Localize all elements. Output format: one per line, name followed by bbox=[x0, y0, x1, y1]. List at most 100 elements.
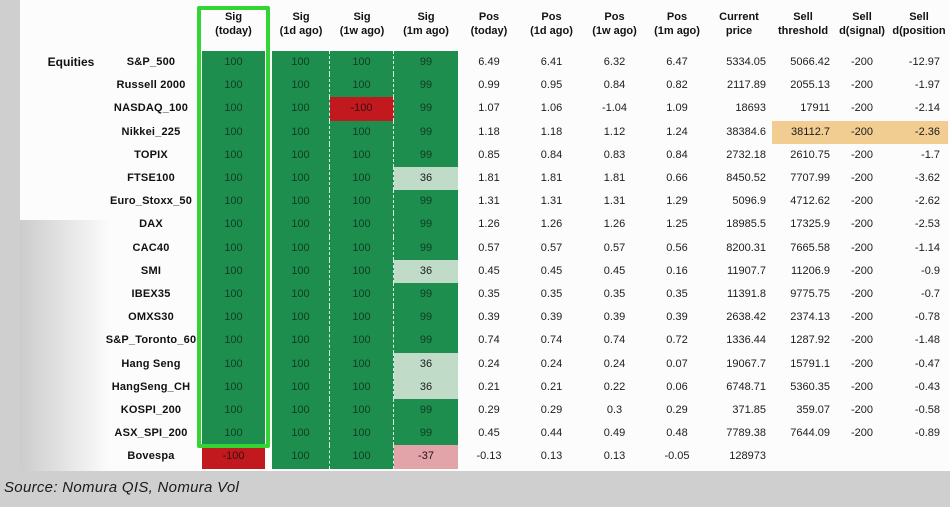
sell-threshold-cell: 2610.75 bbox=[790, 148, 830, 161]
signal-cell: 100 bbox=[272, 74, 330, 98]
signal-cell: 100 bbox=[202, 259, 265, 283]
sell-threshold-cell: 17325.9 bbox=[790, 218, 830, 231]
table-row: NASDAQ_100 100 100 -100 99 1.07 1.06 -1.04 1.09 1… bbox=[0, 97, 950, 121]
sell-d-position-cell: -2.53 bbox=[914, 218, 940, 231]
signal-cell: 100 bbox=[272, 283, 330, 307]
position-cell: 0.57 bbox=[540, 241, 563, 254]
position-cell: 0.22 bbox=[603, 380, 626, 393]
sell-threshold-cell: 17911 bbox=[800, 102, 830, 115]
position-cell: 0.35 bbox=[603, 288, 626, 300]
position-cell: 0.49 bbox=[603, 427, 626, 440]
signal-cell: 100 bbox=[202, 422, 265, 446]
asset-class-label: Equities bbox=[47, 55, 95, 69]
position-cell: 0.35 bbox=[478, 288, 500, 300]
column-header-line1: Pos bbox=[478, 11, 500, 23]
sell-d-signal-cell: -200 bbox=[834, 120, 890, 144]
sell-threshold-cell: 38112.7 bbox=[772, 120, 834, 144]
sell-threshold-cell: 2374.13 bbox=[790, 311, 830, 324]
current-price-cell: 5334.05 bbox=[726, 56, 766, 68]
column-header-line2: d(position bbox=[892, 25, 946, 37]
signal-cell: 99 bbox=[394, 422, 458, 446]
sell-d-position-cell: -0.43 bbox=[914, 380, 940, 393]
current-price-cell: 7789.38 bbox=[726, 427, 766, 440]
signal-cell: 100 bbox=[330, 167, 394, 191]
signal-cell: 100 bbox=[202, 51, 265, 75]
signal-cell: 100 bbox=[272, 306, 330, 330]
current-price-cell: 1336.44 bbox=[726, 334, 766, 347]
column-header-line1: Current bbox=[719, 11, 759, 23]
current-price-cell: 5096.9 bbox=[732, 195, 766, 208]
table-panel bbox=[20, 0, 950, 471]
signal-cell: 100 bbox=[330, 375, 394, 399]
sell-threshold-cell: 4712.62 bbox=[790, 195, 830, 208]
signal-cell: 100 bbox=[272, 97, 330, 121]
sell-d-position-cell: -0.58 bbox=[914, 404, 940, 416]
sell-d-signal-cell: -200 bbox=[850, 264, 874, 277]
table-row: FTSE100 100 100 100 36 1.81 1.81 1.81 0.66 8450.5… bbox=[0, 167, 950, 191]
column-header-sig-1d-ago: Sig (1d ago) bbox=[272, 10, 330, 42]
current-price-cell: 11391.8 bbox=[727, 288, 766, 300]
source-note: Source: Nomura QIS, Nomura Vol bbox=[4, 479, 240, 496]
sell-threshold-cell: 1287.92 bbox=[790, 334, 830, 347]
position-cell: 1.26 bbox=[603, 218, 626, 231]
sell-d-position-cell: -12.97 bbox=[908, 56, 940, 68]
position-cell: 0.83 bbox=[603, 148, 626, 161]
sell-d-position-cell: -2.36 bbox=[890, 120, 948, 144]
position-cell: 1.18 bbox=[478, 125, 500, 138]
position-cell: 0.57 bbox=[478, 241, 500, 254]
signal-cell: 100 bbox=[330, 399, 394, 423]
column-header-line1: Sig bbox=[353, 11, 371, 23]
signal-cell: 100 bbox=[272, 352, 330, 376]
sell-d-position-cell: -1.14 bbox=[914, 241, 940, 254]
table-row: OMXS30 100 100 100 99 0.39 0.39 0.39 0.39 2638.42… bbox=[0, 306, 950, 330]
sell-d-signal-cell: -200 bbox=[850, 56, 874, 68]
column-header-line2: (1d ago) bbox=[530, 25, 573, 37]
current-price-cell: 2117.89 bbox=[727, 79, 766, 92]
index-label: S&P_Toronto_60 bbox=[105, 334, 197, 347]
position-cell: 0.84 bbox=[666, 148, 688, 161]
column-header-sell-d-position: Sell d(position bbox=[890, 10, 948, 42]
signal-cell: 100 bbox=[202, 74, 265, 98]
column-header-sig-1w-ago: Sig (1w ago) bbox=[330, 10, 394, 42]
index-label: OMXS30 bbox=[128, 311, 174, 324]
position-cell: 0.39 bbox=[540, 311, 563, 324]
position-cell: 0.39 bbox=[478, 311, 500, 324]
position-cell: 0.84 bbox=[540, 148, 563, 161]
signal-cell: 99 bbox=[394, 97, 458, 121]
position-cell: 1.29 bbox=[666, 195, 688, 208]
signal-cell: 100 bbox=[330, 283, 394, 307]
position-cell: 0.24 bbox=[540, 357, 563, 370]
table-row: Equities S&P_500 100 100 100 99 6.49 6.41 6.32 6.… bbox=[0, 51, 950, 75]
position-cell: 1.81 bbox=[540, 172, 563, 184]
position-cell: 0.84 bbox=[603, 79, 626, 92]
sell-d-signal-cell bbox=[834, 445, 890, 468]
sell-d-signal-cell: -200 bbox=[850, 172, 874, 184]
signal-cell: 100 bbox=[330, 329, 394, 353]
position-cell: 0.39 bbox=[603, 311, 626, 324]
position-cell: 6.32 bbox=[603, 56, 626, 68]
signal-cell: 100 bbox=[330, 236, 394, 260]
sell-threshold-cell: 11206.9 bbox=[791, 264, 830, 277]
sell-d-signal-cell: -200 bbox=[850, 79, 874, 92]
column-header-line1: Sell bbox=[909, 11, 929, 23]
position-cell: 0.35 bbox=[666, 288, 688, 300]
sell-d-signal-cell: -200 bbox=[850, 148, 874, 161]
current-price-cell: 8200.31 bbox=[726, 241, 766, 254]
position-cell: -0.13 bbox=[476, 450, 502, 463]
position-cell: 1.06 bbox=[540, 102, 563, 115]
signal-cell: 100 bbox=[272, 190, 330, 214]
signal-cell: 100 bbox=[272, 120, 330, 144]
signal-cell: 100 bbox=[330, 143, 394, 167]
position-cell: 6.49 bbox=[478, 56, 500, 68]
column-header-sig-1m-ago: Sig (1m ago) bbox=[394, 10, 458, 42]
position-cell: 0.39 bbox=[666, 311, 688, 324]
sell-d-position-cell: -0.9 bbox=[921, 264, 940, 277]
signal-cell: 100 bbox=[330, 213, 394, 237]
sell-threshold-cell: 9775.75 bbox=[790, 288, 830, 300]
index-label: NASDAQ_100 bbox=[113, 102, 189, 115]
sell-threshold-cell: 359.07 bbox=[796, 404, 830, 416]
index-label: IBEX35 bbox=[131, 288, 171, 300]
sell-d-signal-cell: -200 bbox=[850, 334, 874, 347]
sell-threshold-cell: 5066.42 bbox=[790, 56, 830, 68]
signal-cell: 100 bbox=[330, 445, 394, 469]
